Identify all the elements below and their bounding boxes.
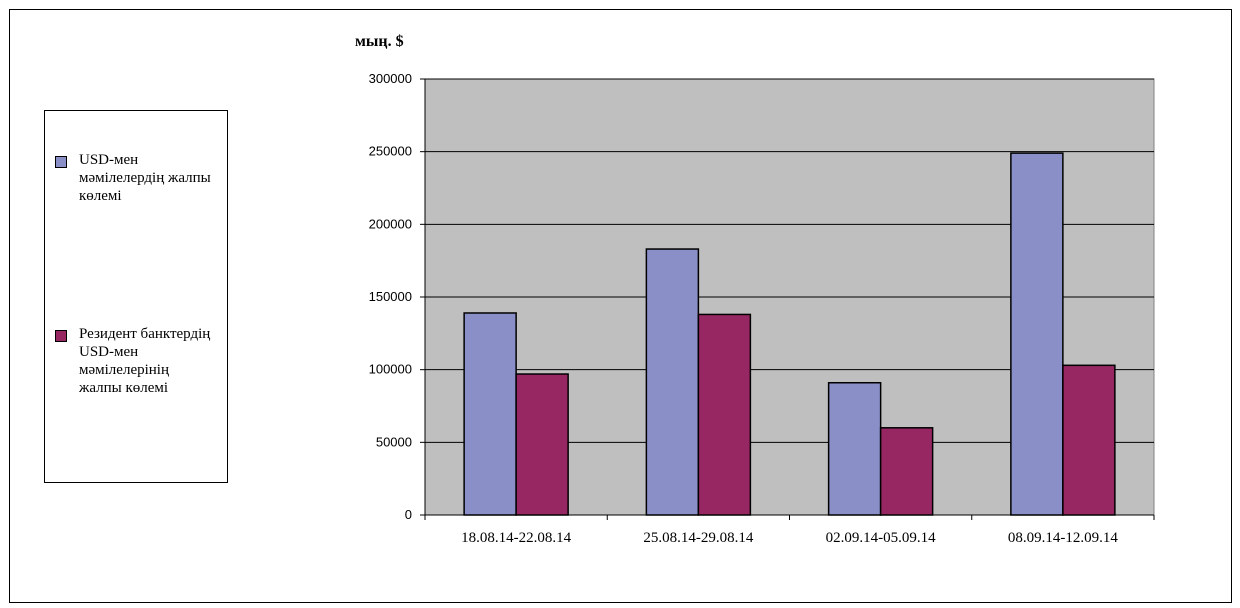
bar-resident-banks	[697, 313, 752, 516]
bar-resident-banks	[515, 373, 569, 516]
bar-resident-banks	[879, 427, 934, 516]
y-tick-label: 50000	[376, 434, 412, 449]
y-tick-label: 200000	[369, 216, 412, 231]
x-tick-label: 08.09.14-12.09.14	[1008, 530, 1118, 546]
bar-usd-total	[1010, 152, 1064, 516]
y-tick-label: 250000	[369, 144, 412, 159]
legend-swatch-resident-banks	[55, 330, 67, 342]
legend-item-usd-total: USD-мен мәмілелердің жалпы көлемі	[55, 151, 214, 205]
y-unit-label: мың. $	[355, 33, 404, 50]
legend-item-resident-banks: Резидент банктердің USD-мен мәмілелеріні…	[55, 325, 214, 397]
legend: USD-мен мәмілелердің жалпы көлемі Резиде…	[44, 110, 228, 483]
bar-usd-total	[827, 381, 882, 516]
y-tick-label: 100000	[369, 362, 412, 377]
legend-swatch-usd-total	[55, 156, 67, 168]
y-tick-label: 150000	[369, 289, 412, 304]
y-tick-label: 300000	[369, 71, 412, 86]
legend-label-usd-total: USD-мен мәмілелердің жалпы көлемі	[79, 152, 211, 204]
legend-label-resident-banks: Резидент банктердің USD-мен мәмілелеріні…	[79, 326, 211, 396]
x-tick-label: 25.08.14-29.08.14	[643, 530, 753, 546]
bar-usd-total	[463, 312, 517, 516]
x-tick-label: 02.09.14-05.09.14	[826, 530, 936, 546]
bar-usd-total	[645, 248, 700, 516]
x-tick-label: 18.08.14-22.08.14	[461, 530, 571, 546]
bar-resident-banks	[1062, 364, 1116, 516]
y-tick-label: 0	[405, 507, 412, 522]
